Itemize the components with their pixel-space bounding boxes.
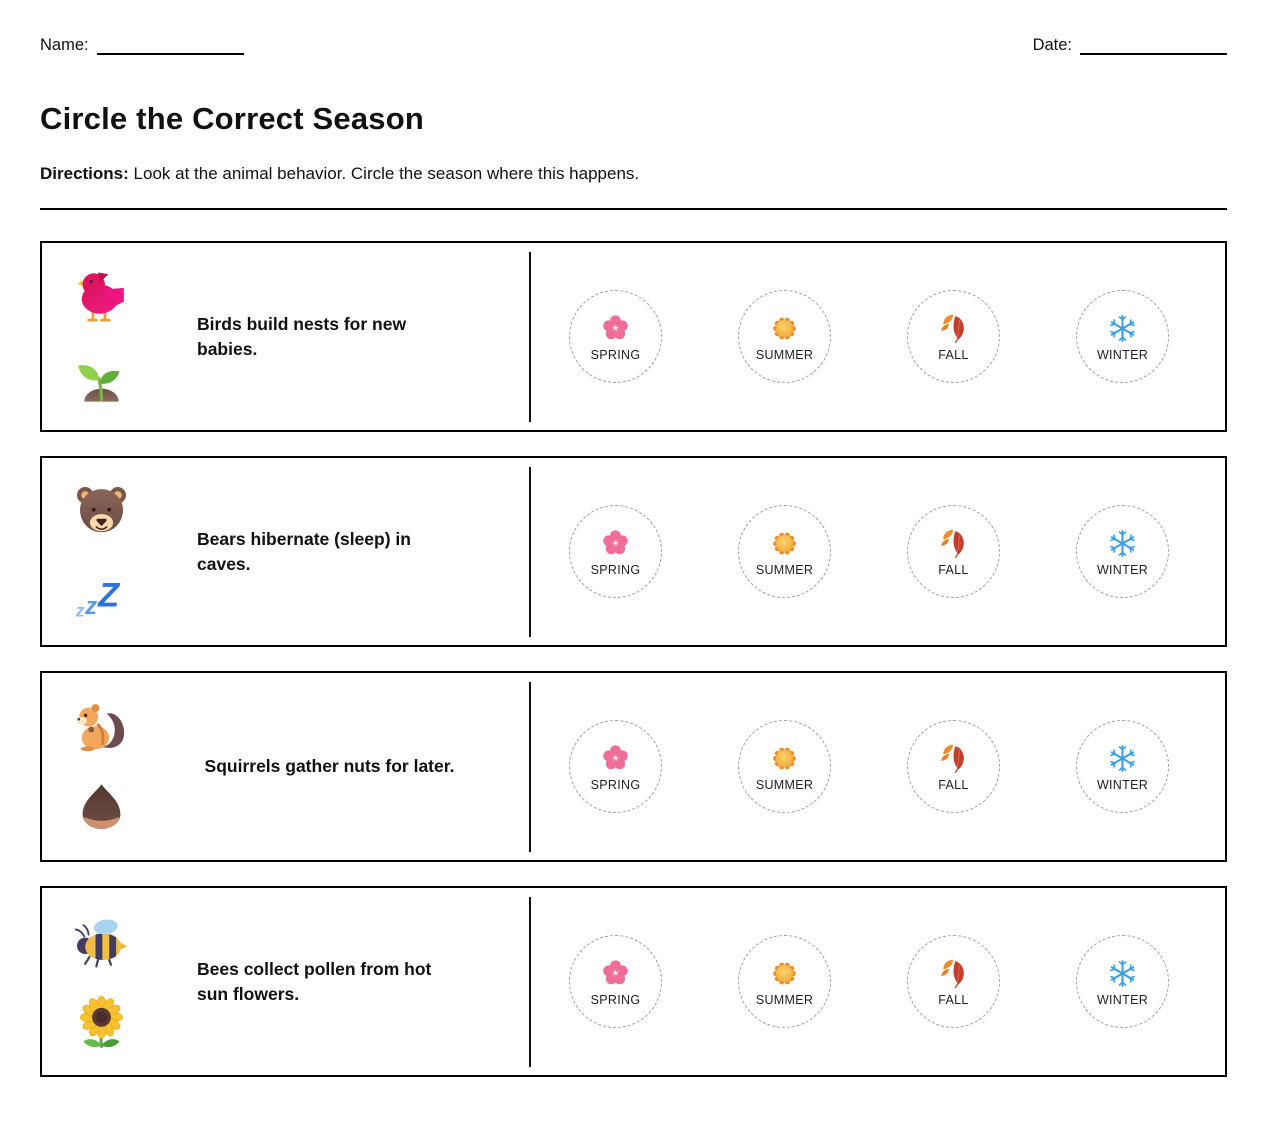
season-options: SPRING SUMMER FALL WINTER — [531, 673, 1225, 860]
prompt-cell: Bees collect pollen from hot sun flowers… — [42, 888, 529, 1075]
prompt-cell: Birds build nests for new babies. — [42, 243, 529, 430]
season-label: SUMMER — [755, 777, 814, 792]
season-option-fall[interactable]: FALL — [907, 505, 1000, 598]
season-label: FALL — [938, 347, 969, 362]
sun-icon — [768, 312, 801, 345]
question-row: Bears hibernate (sleep) in caves. SPRING… — [40, 456, 1227, 647]
season-option-fall[interactable]: FALL — [907, 290, 1000, 383]
season-option-summer[interactable]: SUMMER — [738, 720, 831, 813]
snowflake-icon — [1106, 742, 1139, 775]
season-label: FALL — [938, 562, 969, 577]
vertical-divider — [529, 681, 531, 852]
date-label: Date: — [1032, 36, 1072, 54]
sun-icon — [768, 742, 801, 775]
season-option-winter[interactable]: WINTER — [1076, 505, 1169, 598]
squirrel-icon — [74, 699, 129, 754]
season-option-summer[interactable]: SUMMER — [738, 935, 831, 1028]
prompt-cell: Squirrels gather nuts for later. — [42, 673, 529, 860]
season-option-summer[interactable]: SUMMER — [738, 290, 831, 383]
directions: Directions: Look at the animal behavior.… — [40, 164, 1227, 184]
page-title: Circle the Correct Season — [40, 101, 425, 136]
season-label: FALL — [938, 777, 969, 792]
season-options: SPRING SUMMER FALL WINTER — [531, 243, 1225, 430]
name-blank-line[interactable] — [96, 39, 244, 55]
seedling-icon — [74, 350, 129, 405]
header-row: Name: Date: — [40, 36, 1227, 55]
snowflake-icon — [1106, 527, 1139, 560]
snowflake-icon — [1106, 312, 1139, 345]
season-label: WINTER — [1096, 347, 1149, 362]
sunflower-icon — [74, 995, 129, 1050]
vertical-divider — [529, 251, 531, 422]
date-blank-line[interactable] — [1080, 39, 1227, 55]
season-options: SPRING SUMMER FALL WINTER — [531, 458, 1225, 645]
season-option-winter[interactable]: WINTER — [1076, 935, 1169, 1028]
name-field: Name: — [40, 36, 244, 55]
fallen-leaves-icon — [937, 957, 970, 990]
worksheet-rows: Birds build nests for new babies. SPRING… — [40, 241, 1227, 1077]
season-option-fall[interactable]: FALL — [907, 720, 1000, 813]
vertical-divider — [529, 466, 531, 637]
season-label: SUMMER — [755, 562, 814, 577]
season-label: SPRING — [590, 347, 641, 362]
divider-rule — [40, 208, 1227, 210]
prompt-text: Bees collect pollen from hot sun flowers… — [130, 957, 529, 1007]
season-label: WINTER — [1096, 562, 1149, 577]
prompt-icons — [72, 269, 130, 405]
prompt-icons — [72, 484, 130, 620]
season-label: SUMMER — [755, 347, 814, 362]
fallen-leaves-icon — [937, 527, 970, 560]
season-option-spring[interactable]: SPRING — [569, 505, 662, 598]
question-row: Squirrels gather nuts for later. SPRING … — [40, 671, 1227, 862]
season-option-spring[interactable]: SPRING — [569, 720, 662, 813]
season-option-winter[interactable]: WINTER — [1076, 720, 1169, 813]
date-field: Date: — [1033, 36, 1227, 55]
season-option-winter[interactable]: WINTER — [1076, 290, 1169, 383]
directions-text: Look at the animal behavior. Circle the … — [133, 164, 640, 183]
name-label: Name: — [40, 36, 89, 54]
prompt-sentence: Bears hibernate (sleep) in caves. — [197, 528, 411, 574]
prompt-text: Birds build nests for new babies. — [130, 312, 529, 362]
cherry-blossom-icon — [599, 527, 632, 560]
prompt-sentence: Squirrels gather nuts for later. — [204, 756, 455, 776]
snowflake-icon — [1106, 957, 1139, 990]
chestnut-icon — [74, 780, 129, 835]
prompt-cell: Bears hibernate (sleep) in caves. — [42, 458, 529, 645]
sun-icon — [768, 527, 801, 560]
season-label: WINTER — [1096, 992, 1149, 1007]
prompt-text: Bears hibernate (sleep) in caves. — [130, 527, 529, 577]
season-option-spring[interactable]: SPRING — [569, 935, 662, 1028]
season-option-summer[interactable]: SUMMER — [738, 505, 831, 598]
cherry-blossom-icon — [599, 742, 632, 775]
season-label: FALL — [938, 992, 969, 1007]
season-label: SUMMER — [755, 992, 814, 1007]
prompt-sentence: Birds build nests for new babies. — [197, 313, 407, 359]
bee-icon — [74, 914, 129, 969]
question-row: Bees collect pollen from hot sun flowers… — [40, 886, 1227, 1077]
season-label: SPRING — [590, 777, 641, 792]
question-row: Birds build nests for new babies. SPRING… — [40, 241, 1227, 432]
vertical-divider — [529, 896, 531, 1067]
fallen-leaves-icon — [937, 312, 970, 345]
season-label: SPRING — [590, 992, 641, 1007]
season-label: SPRING — [590, 562, 641, 577]
bird-icon — [74, 269, 129, 324]
zzz-icon — [74, 565, 129, 620]
sun-icon — [768, 957, 801, 990]
season-options: SPRING SUMMER FALL WINTER — [531, 888, 1225, 1075]
prompt-text: Squirrels gather nuts for later. — [130, 754, 529, 779]
cherry-blossom-icon — [599, 957, 632, 990]
prompt-icons — [72, 699, 130, 835]
prompt-sentence: Bees collect pollen from hot sun flowers… — [197, 958, 432, 1004]
prompt-icons — [72, 914, 130, 1050]
season-label: WINTER — [1096, 777, 1149, 792]
directions-label: Directions: — [40, 164, 129, 183]
bear-icon — [74, 484, 129, 539]
season-option-spring[interactable]: SPRING — [569, 290, 662, 383]
cherry-blossom-icon — [599, 312, 632, 345]
fallen-leaves-icon — [937, 742, 970, 775]
season-option-fall[interactable]: FALL — [907, 935, 1000, 1028]
